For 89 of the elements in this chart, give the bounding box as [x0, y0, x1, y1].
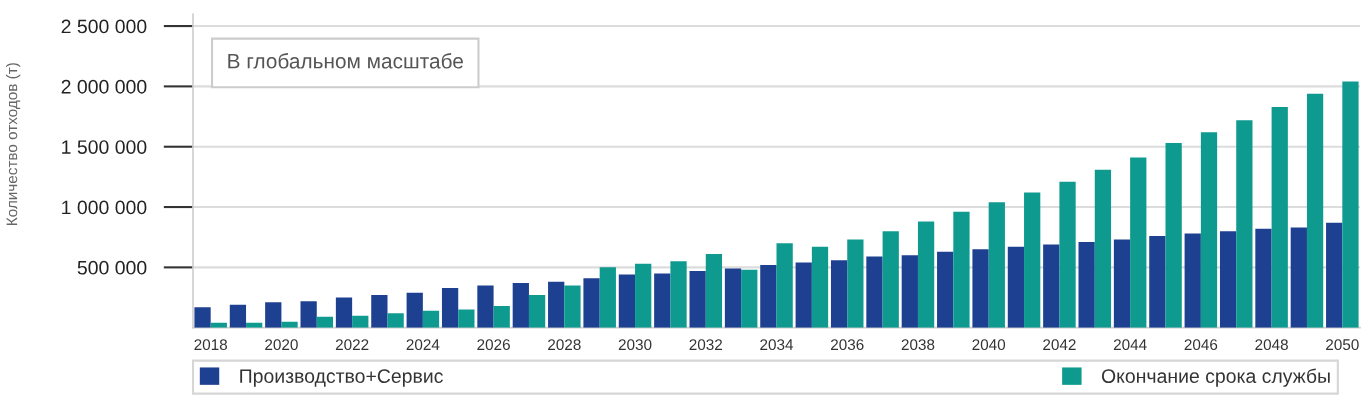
bar — [1059, 181, 1076, 328]
bar — [265, 302, 282, 328]
x-tick-label: 2024 — [406, 339, 440, 351]
bar — [229, 304, 247, 328]
x-tick-label: 2018 — [194, 339, 228, 351]
text: В глобальном масштабе — [228, 53, 463, 69]
bar — [1078, 242, 1095, 328]
bar — [741, 269, 758, 328]
bar — [1342, 81, 1359, 328]
x-tick-label: 2028 — [548, 339, 581, 351]
bar — [316, 316, 334, 328]
bar — [937, 251, 954, 328]
y-tick-label: 500 000 — [77, 260, 147, 275]
bar — [335, 297, 353, 328]
bar — [194, 307, 211, 328]
bar — [1255, 228, 1272, 328]
bar — [866, 256, 883, 328]
bar — [599, 267, 616, 328]
x-tick-label: 2030 — [618, 339, 652, 351]
bar — [1326, 222, 1343, 328]
bar — [458, 309, 475, 328]
bar — [406, 292, 423, 328]
legend-label: Производство+Сервис — [240, 369, 443, 387]
bar — [917, 221, 935, 328]
x-tick-label: 2032 — [689, 339, 722, 351]
bar — [1007, 246, 1025, 328]
bar — [618, 274, 636, 328]
bar — [901, 255, 918, 328]
bar — [441, 287, 459, 328]
bar — [1306, 93, 1324, 328]
bar — [953, 211, 970, 328]
y-tick-label: 2 000 000 — [61, 79, 147, 94]
bar — [371, 295, 388, 328]
bar — [811, 246, 829, 328]
bar — [583, 278, 600, 328]
legend-label: Окончание срока службы — [1101, 368, 1330, 387]
bar — [300, 301, 317, 328]
y-axis-title: Количество отходов (т) — [6, 63, 21, 225]
bar — [1130, 157, 1147, 328]
bar — [795, 262, 812, 328]
bar — [988, 202, 1005, 328]
bar — [512, 283, 529, 328]
bar — [493, 305, 510, 328]
x-tick-label: 2022 — [335, 339, 369, 351]
x-tick-label: 2034 — [760, 339, 794, 351]
bar — [670, 261, 687, 328]
bar — [847, 239, 864, 328]
bar — [1219, 231, 1237, 328]
bar — [1290, 227, 1307, 328]
x-tick-label: 2020 — [265, 339, 298, 351]
bar — [387, 313, 404, 328]
x-tick-label: 2046 — [1184, 339, 1218, 351]
bar — [760, 264, 777, 328]
y-tick-label: 2 500 000 — [61, 19, 147, 34]
bar — [477, 285, 494, 328]
bar — [422, 310, 440, 328]
y-tick-label: 1 000 000 — [62, 200, 147, 215]
bar — [882, 231, 899, 328]
x-tick-label: 2026 — [477, 339, 510, 351]
bar — [1236, 120, 1253, 328]
x-tick-label: 2050 — [1326, 339, 1359, 351]
bar — [776, 243, 793, 328]
y-tick-label: 1 500 000 — [62, 140, 147, 154]
x-tick-label: 2048 — [1255, 339, 1288, 351]
bar — [352, 315, 369, 328]
x-tick-label: 2040 — [972, 339, 1006, 351]
bar — [635, 263, 652, 328]
bar — [528, 295, 546, 328]
x-tick-label: 2042 — [1043, 339, 1076, 351]
bar — [1113, 239, 1131, 328]
bar — [1043, 244, 1060, 328]
bar — [1271, 106, 1288, 328]
bar — [654, 273, 671, 328]
bar — [548, 281, 565, 328]
bar — [724, 268, 742, 328]
bar — [1184, 233, 1201, 328]
x-tick-label: 2036 — [831, 339, 864, 351]
bar — [972, 249, 989, 328]
bar — [705, 254, 723, 328]
bar — [564, 285, 581, 328]
bar — [830, 260, 848, 328]
bar — [1024, 192, 1041, 328]
bar — [1149, 236, 1166, 328]
bar — [689, 270, 706, 328]
bar — [1094, 169, 1112, 328]
bar — [1200, 132, 1218, 328]
x-tick-label: 2044 — [1113, 339, 1147, 351]
x-tick-label: 2038 — [901, 339, 935, 351]
bar — [1165, 143, 1182, 328]
